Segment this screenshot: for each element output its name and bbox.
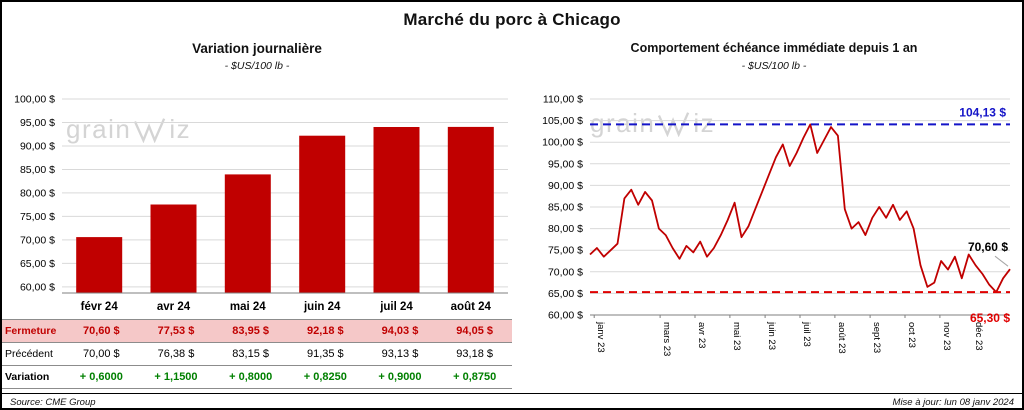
cell-precedent: 93,13 $ (381, 348, 419, 360)
cell-precedent: 76,38 $ (157, 348, 195, 360)
watermark-text-left: grain (590, 108, 656, 138)
page-title: Marché du porc à Chicago (403, 10, 621, 29)
table-row-fermeture: Fermeture 70,60 $ 77,53 $ 83,95 $ 92,18 $ 94,… (2, 319, 512, 343)
cell-fermeture: 94,05 $ (456, 325, 493, 337)
line-xtick-label: juin 23 (766, 321, 777, 350)
table-row-precedent: Précédent 70,00 $ 76,38 $ 83,15 $ 91,35 $ 93,… (2, 343, 512, 366)
left-chart-title: Variation journalière (192, 41, 322, 56)
price-table: Fermeture 70,60 $ 77,53 $ 83,95 $ 92,18 $ 94,… (2, 319, 512, 389)
line-ytick-label: 60,00 $ (548, 310, 583, 322)
callout-line (994, 255, 1009, 267)
line-ytick-label: 65,00 $ (548, 288, 583, 300)
bar-août 24 (447, 126, 494, 294)
watermark-text-right: iz (693, 108, 716, 138)
bar-xtick-label: juil 24 (379, 301, 413, 313)
line-xtick-label: déc 23 (973, 322, 984, 351)
cell-fermeture: 77,53 $ (157, 325, 195, 337)
bar-chart: 60,00 $ 65,00 $ 70,00 $ 75,00 $ 80,00 $ 85,00… (14, 94, 508, 313)
cell-variation: + 0,6000 (79, 371, 123, 383)
cell-precedent: 93,18 $ (456, 348, 493, 360)
bar-ytick-label: 85,00 $ (20, 164, 55, 176)
grainwiz-watermark: grain iz (590, 108, 715, 139)
bar-févr 24 (76, 237, 123, 293)
grainwiz-watermark: grain iz (66, 114, 191, 145)
bar-ytick-label: 75,00 $ (20, 211, 55, 223)
cell-fermeture: 70,60 $ (82, 325, 120, 337)
table-row-variation: Variation + 0,6000 + 1,1500 + 0,8000 + 0,825… (2, 366, 512, 389)
footer-divider (2, 393, 1022, 394)
line-xtick-label: janv 23 (595, 321, 606, 353)
line-ytick-label: 100,00 $ (542, 137, 583, 149)
bar-xtick-label: juin 24 (303, 301, 341, 313)
reference-line-label: 104,13 $ (959, 105, 1006, 119)
bar-ytick-label: 95,00 $ (20, 117, 55, 129)
line-ytick-label: 105,00 $ (542, 115, 583, 127)
line-ytick-label: 70,00 $ (548, 266, 583, 278)
row-label-fermeture: Fermeture (5, 325, 57, 337)
bar-xtick-label: mai 24 (230, 301, 266, 313)
bar-ytick-label: 90,00 $ (20, 141, 55, 153)
bar-xtick-label: avr 24 (157, 301, 191, 313)
line-ytick-label: 85,00 $ (548, 202, 583, 214)
cell-variation: + 0,8250 (303, 371, 347, 383)
source-note: Source: CME Group (10, 397, 96, 408)
cell-fermeture: 92,18 $ (306, 325, 344, 337)
right-chart-subtitle: - $US/100 lb - (741, 60, 807, 72)
bar-ytick-label: 70,00 $ (20, 234, 55, 246)
line-xtick-label: mars 23 (661, 322, 672, 356)
bar-juil 24 (373, 127, 420, 293)
cell-variation: + 0,9000 (378, 371, 422, 383)
cell-fermeture: 94,03 $ (381, 325, 419, 337)
line-ytick-label: 90,00 $ (548, 180, 583, 192)
line-xtick-label: avr 23 (696, 322, 707, 348)
cell-variation: + 0,8000 (229, 371, 273, 383)
bar-ytick-label: 100,00 $ (14, 94, 55, 106)
grainwiz-lightning-w-icon (658, 111, 690, 137)
bar-mai 24 (224, 174, 271, 293)
updated-note: Mise à jour: lun 08 janv 2024 (892, 397, 1014, 408)
line-xtick-label: oct 23 (906, 322, 917, 348)
line-ytick-label: 110,00 $ (543, 94, 583, 106)
bar-ytick-label: 65,00 $ (20, 258, 55, 270)
bar-avr 24 (150, 204, 197, 293)
line-ytick-label: 80,00 $ (548, 223, 583, 235)
cell-fermeture: 83,95 $ (232, 325, 269, 337)
cell-precedent: 70,00 $ (82, 348, 120, 360)
line-xtick-label: juil 23 (801, 321, 812, 347)
bar-xtick-label: févr 24 (81, 301, 119, 313)
watermark-text-left: grain (66, 114, 132, 144)
watermark-text-right: iz (169, 114, 192, 144)
cell-precedent: 83,15 $ (232, 348, 269, 360)
right-chart-title: Comportement échéance immédiate depuis 1… (630, 41, 918, 55)
reference-line-label: 65,30 $ (970, 311, 1010, 325)
line-ytick-label: 95,00 $ (548, 158, 583, 170)
bar-ytick-label: 80,00 $ (20, 187, 55, 199)
row-label-variation: Variation (5, 371, 50, 383)
line-xtick-label: mai 23 (731, 322, 742, 351)
cell-variation: + 1,1500 (154, 371, 198, 383)
bar-ytick-label: 60,00 $ (20, 281, 55, 293)
row-label-precedent: Précédent (5, 348, 53, 360)
left-chart-subtitle: - $US/100 lb - (224, 60, 290, 72)
cell-precedent: 91,35 $ (306, 348, 344, 360)
bar-xtick-label: août 24 (451, 301, 492, 313)
price-line (589, 123, 1011, 294)
line-xtick-label: août 23 (836, 322, 847, 354)
line-xtick-label: sept 23 (871, 322, 882, 353)
line-chart: 60,00 $ 65,00 $ 70,00 $ 75,00 $ 80,00 $ 85,00… (542, 94, 1011, 356)
cell-variation: + 0,8750 (453, 371, 497, 383)
line-xtick-label: nov 23 (941, 322, 952, 351)
grainwiz-lightning-w-icon (134, 117, 166, 143)
last-price-label: 70,60 $ (968, 240, 1008, 254)
bar-juin 24 (299, 135, 346, 293)
line-ytick-label: 75,00 $ (548, 245, 583, 257)
